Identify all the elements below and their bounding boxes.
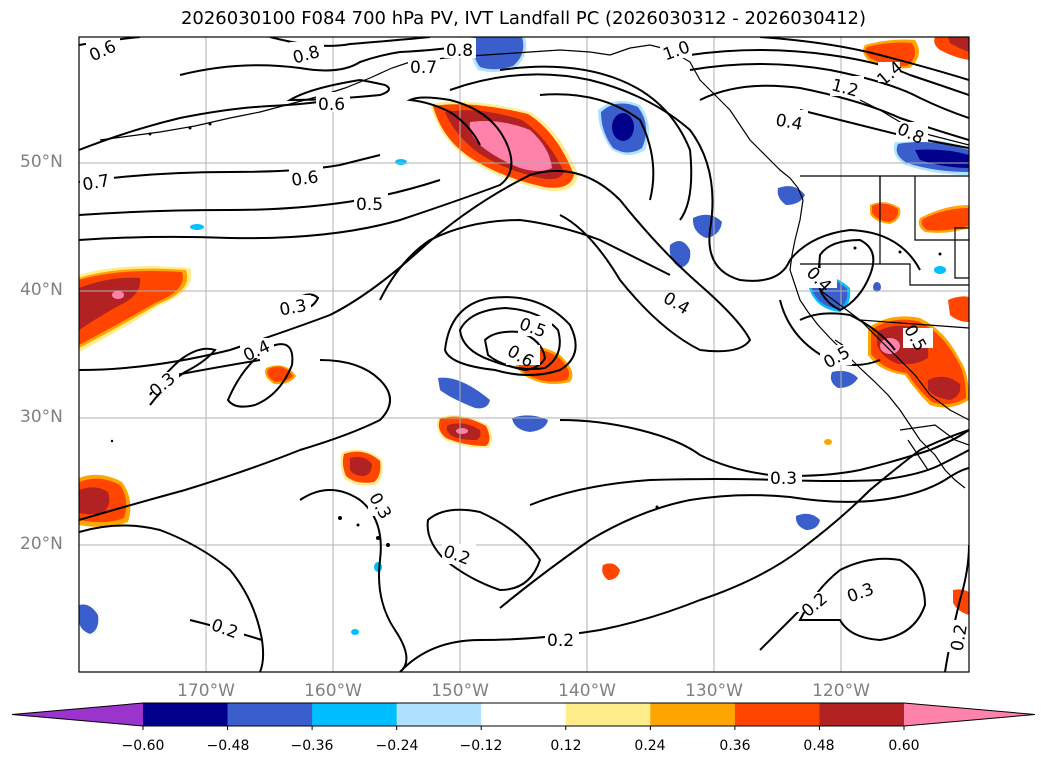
lat-label: 40°N <box>20 280 63 300</box>
colorbar-swatch <box>143 703 229 726</box>
anomaly-blob-positive <box>350 456 372 476</box>
contour-label: 0.2 <box>948 623 972 653</box>
anomaly-blob-positive <box>602 563 620 580</box>
colorbar-swatch <box>312 703 398 726</box>
anomaly-blob-negative <box>777 186 805 205</box>
colorbar-tick-label: 0.12 <box>550 738 582 754</box>
contour-label: 0.7 <box>410 58 437 78</box>
anomaly-blob-negative <box>512 415 548 432</box>
colorbar-tick-label: 0.60 <box>888 738 920 754</box>
lat-label: 50°N <box>20 152 63 172</box>
colorbar-swatch <box>227 703 313 726</box>
anomaly-blob-positive <box>948 37 969 52</box>
anomaly-blob-positive <box>953 589 969 615</box>
contour-label: 0.5 <box>356 195 383 215</box>
colorbar-swatch <box>734 703 820 726</box>
contour-label: 0.4 <box>774 111 804 135</box>
anomaly-blob-positive <box>79 487 110 515</box>
lat-label: 20°N <box>20 534 63 554</box>
anomaly-blob-negative <box>374 562 382 572</box>
colorbar <box>11 702 1036 730</box>
anomaly-blob-negative <box>472 37 524 70</box>
anomaly-blob-negative <box>438 377 490 409</box>
anomaly-blob-negative <box>934 266 946 274</box>
contour-label: 0.2 <box>547 631 574 651</box>
map-title: 2026030100 F084 700 hPa PV, IVT Landfall… <box>180 8 867 29</box>
contour-label: 0.3 <box>770 469 797 489</box>
islands <box>110 122 942 547</box>
anomaly-blob-negative <box>795 513 820 530</box>
anomaly-blob-negative <box>190 224 204 230</box>
contour-label: 0.6 <box>290 167 320 191</box>
colorbar-tick-label: −0.60 <box>121 738 165 754</box>
colorbar-swatch <box>396 703 482 726</box>
colorbar-tick-label: −0.24 <box>375 738 419 754</box>
lon-label: 130°W <box>685 681 743 701</box>
gridlines <box>79 37 969 672</box>
colorbar-extend-low <box>12 703 143 726</box>
lon-label: 150°W <box>431 681 489 701</box>
colorbar-swatch <box>565 703 651 726</box>
contour-label-layer: 0.6 0.8 0.7 0.8 1.0 1.2 1.4 0.6 0.4 0.8 … <box>80 37 972 653</box>
anomaly-blob-negative <box>612 113 634 141</box>
anomaly-blob-positive <box>880 338 900 354</box>
colorbar-swatch <box>650 703 736 726</box>
colorbar-swatch <box>481 703 567 726</box>
anomaly-blob-negative <box>79 604 99 634</box>
anomaly-blob-positive <box>948 296 969 322</box>
anomaly-blob-positive <box>872 203 899 222</box>
colorbar-swatch <box>819 703 905 726</box>
anomaly-blob-negative <box>692 214 722 238</box>
lon-label: 120°W <box>812 681 870 701</box>
anomaly-blob-negative <box>395 159 407 165</box>
colorbar-extend-high <box>904 703 1035 726</box>
anomaly-blob-positive <box>112 291 124 299</box>
anomaly-blob-positive <box>928 376 961 400</box>
contour-label: 0.3 <box>278 296 308 320</box>
colorbar-tick-label: 0.24 <box>634 738 666 754</box>
anomaly-blob-positive <box>456 428 468 434</box>
colorbar-tick-label: 0.36 <box>719 738 751 754</box>
contour-label: 0.8 <box>446 41 473 61</box>
colorbar-tick-label: −0.36 <box>290 738 334 754</box>
anomaly-blob-negative <box>873 282 881 292</box>
colorbar-tick-label: 0.48 <box>803 738 835 754</box>
map-frame <box>78 36 970 673</box>
colorbar-tick-label: −0.48 <box>206 738 250 754</box>
anomaly-blob-positive <box>921 208 969 231</box>
lon-label: 140°W <box>558 681 616 701</box>
anomaly-blob-negative <box>351 629 359 635</box>
anomaly-blob-negative <box>830 370 858 388</box>
contour-label: 0.7 <box>81 171 111 195</box>
contour-label: 0.6 <box>318 95 345 115</box>
lat-label: 30°N <box>20 407 63 427</box>
anomaly-blob-positive <box>824 439 832 445</box>
colorbar-tick-label: −0.12 <box>459 738 503 754</box>
lon-label: 160°W <box>304 681 362 701</box>
lon-label: 170°W <box>177 681 235 701</box>
pv-contours <box>79 37 969 672</box>
anomaly-blob-positive <box>469 121 552 171</box>
